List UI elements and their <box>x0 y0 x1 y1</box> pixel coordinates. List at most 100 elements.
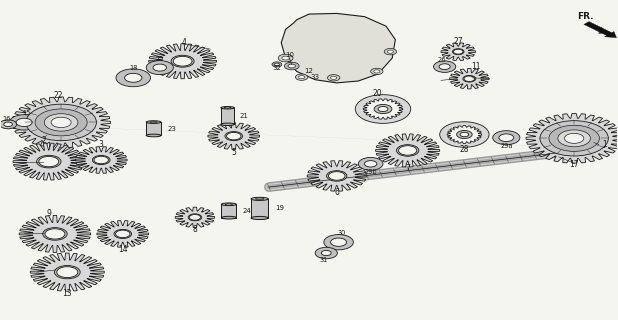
Text: 9: 9 <box>46 209 51 218</box>
Circle shape <box>173 56 192 66</box>
Circle shape <box>358 157 383 170</box>
Circle shape <box>4 122 12 126</box>
Polygon shape <box>12 97 111 148</box>
Polygon shape <box>149 44 216 79</box>
Circle shape <box>94 156 108 164</box>
Text: 29b: 29b <box>365 169 377 175</box>
Polygon shape <box>526 114 618 163</box>
Text: 3: 3 <box>99 140 104 149</box>
Text: 26: 26 <box>438 57 446 63</box>
Circle shape <box>558 130 590 147</box>
Circle shape <box>295 74 308 80</box>
Text: 6: 6 <box>334 188 339 197</box>
Circle shape <box>328 172 345 180</box>
Text: 8: 8 <box>193 225 197 234</box>
Text: 23: 23 <box>167 126 176 132</box>
Circle shape <box>355 95 411 123</box>
Text: 18: 18 <box>129 65 137 71</box>
Circle shape <box>378 107 388 112</box>
Circle shape <box>36 155 61 168</box>
Circle shape <box>454 49 463 54</box>
Circle shape <box>564 133 584 143</box>
Circle shape <box>188 214 201 221</box>
Circle shape <box>324 235 353 250</box>
Polygon shape <box>176 207 214 228</box>
Circle shape <box>45 229 65 239</box>
Bar <box>221 108 234 124</box>
Text: 27: 27 <box>454 37 463 46</box>
Circle shape <box>44 114 78 131</box>
Polygon shape <box>19 215 91 252</box>
Ellipse shape <box>146 121 161 124</box>
Circle shape <box>227 132 241 140</box>
Text: 29a: 29a <box>500 143 512 149</box>
Text: 32: 32 <box>273 65 281 71</box>
Circle shape <box>54 266 80 279</box>
Text: 15: 15 <box>22 110 30 116</box>
Circle shape <box>92 156 110 164</box>
Circle shape <box>0 120 17 129</box>
Ellipse shape <box>255 198 264 200</box>
Text: 1: 1 <box>603 140 607 148</box>
Text: 33: 33 <box>311 74 320 80</box>
Polygon shape <box>376 134 439 167</box>
Text: 5: 5 <box>231 148 236 156</box>
Circle shape <box>464 76 475 82</box>
Text: 28: 28 <box>460 145 469 154</box>
Text: 31: 31 <box>319 257 328 263</box>
Ellipse shape <box>224 107 231 108</box>
Text: 19: 19 <box>275 205 284 212</box>
Circle shape <box>272 62 282 67</box>
Circle shape <box>57 267 78 277</box>
Circle shape <box>125 73 142 82</box>
Circle shape <box>499 134 514 141</box>
Circle shape <box>331 76 337 79</box>
Circle shape <box>16 118 32 126</box>
Circle shape <box>116 69 151 87</box>
Circle shape <box>284 62 299 70</box>
Circle shape <box>51 117 71 128</box>
Circle shape <box>43 228 67 240</box>
Bar <box>251 199 268 218</box>
Circle shape <box>278 54 293 62</box>
Circle shape <box>288 64 295 68</box>
Circle shape <box>384 49 397 55</box>
Circle shape <box>365 161 377 167</box>
Circle shape <box>457 131 472 139</box>
Circle shape <box>171 55 194 67</box>
Circle shape <box>374 70 380 73</box>
Polygon shape <box>30 253 104 291</box>
Ellipse shape <box>251 216 268 220</box>
Ellipse shape <box>221 107 234 109</box>
Text: FR.: FR. <box>577 12 594 21</box>
Text: 7: 7 <box>405 164 410 173</box>
Text: 12: 12 <box>305 68 313 75</box>
Circle shape <box>460 132 468 137</box>
Circle shape <box>440 122 489 147</box>
Circle shape <box>189 214 200 220</box>
Text: 11: 11 <box>471 62 480 71</box>
Circle shape <box>315 247 337 259</box>
Polygon shape <box>447 126 481 143</box>
Text: 22: 22 <box>53 91 63 100</box>
Circle shape <box>387 50 394 53</box>
Text: 17: 17 <box>569 160 579 169</box>
Circle shape <box>434 61 455 72</box>
Ellipse shape <box>221 203 236 206</box>
Circle shape <box>116 230 130 238</box>
Circle shape <box>39 156 59 167</box>
Circle shape <box>321 251 331 256</box>
Text: 16: 16 <box>2 116 11 122</box>
Circle shape <box>26 104 96 140</box>
Text: 30: 30 <box>337 230 346 236</box>
Circle shape <box>326 171 347 181</box>
Ellipse shape <box>146 134 161 137</box>
Circle shape <box>371 68 383 75</box>
Circle shape <box>225 132 243 141</box>
Circle shape <box>298 76 305 79</box>
Polygon shape <box>363 99 403 119</box>
Circle shape <box>452 49 464 55</box>
Text: 24: 24 <box>242 208 251 214</box>
Circle shape <box>493 131 520 145</box>
Ellipse shape <box>221 123 234 125</box>
